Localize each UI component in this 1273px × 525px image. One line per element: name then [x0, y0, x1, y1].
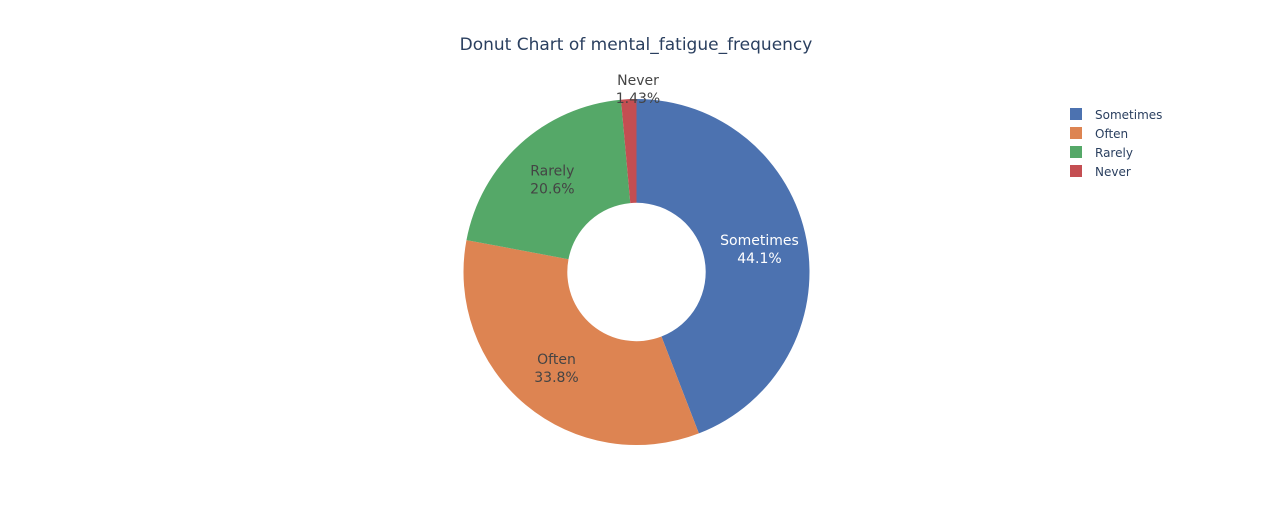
- legend-label: Never: [1095, 165, 1131, 179]
- legend-swatch: [1070, 146, 1082, 158]
- slice-never[interactable]: [620, 99, 637, 204]
- slice-labels: Sometimes 44.1% Often 33.8% Rarely 20.6% Never…: [530, 73, 799, 386]
- legend-swatch: [1070, 165, 1082, 177]
- slice-label-rarely: Rarely 20.6%: [530, 163, 574, 197]
- slice-sometimes[interactable]: [636, 99, 810, 434]
- legend-item-never[interactable]: Never: [1070, 165, 1131, 179]
- slice-label-sometimes: Sometimes 44.1%: [720, 233, 799, 267]
- slice-label-name: Never: [617, 73, 659, 89]
- donut-slices: [463, 99, 810, 445]
- legend-item-often[interactable]: Often: [1070, 127, 1128, 141]
- legend-label: Rarely: [1095, 146, 1133, 160]
- chart-title: Donut Chart of mental_fatigue_frequency: [460, 35, 813, 55]
- legend-item-sometimes[interactable]: Sometimes: [1070, 108, 1162, 122]
- slice-label-name: Sometimes: [720, 233, 799, 249]
- legend-label: Sometimes: [1095, 108, 1162, 122]
- slice-label-percent: 20.6%: [530, 181, 574, 197]
- legend-swatch: [1070, 127, 1082, 139]
- slice-label-name: Often: [537, 352, 576, 368]
- legend: Sometimes Often Rarely Never: [1070, 108, 1162, 179]
- legend-label: Often: [1095, 127, 1128, 141]
- legend-swatch: [1070, 108, 1082, 120]
- slice-label-percent: 44.1%: [737, 251, 781, 267]
- slice-label-never: Never 1.43%: [616, 73, 660, 107]
- slice-label-percent: 1.43%: [616, 91, 660, 107]
- slice-label-often: Often 33.8%: [534, 352, 578, 386]
- slice-label-name: Rarely: [530, 163, 574, 179]
- legend-item-rarely[interactable]: Rarely: [1070, 146, 1133, 160]
- slice-rarely[interactable]: [466, 99, 631, 260]
- slice-label-percent: 33.8%: [534, 370, 578, 386]
- slice-often[interactable]: [463, 240, 699, 445]
